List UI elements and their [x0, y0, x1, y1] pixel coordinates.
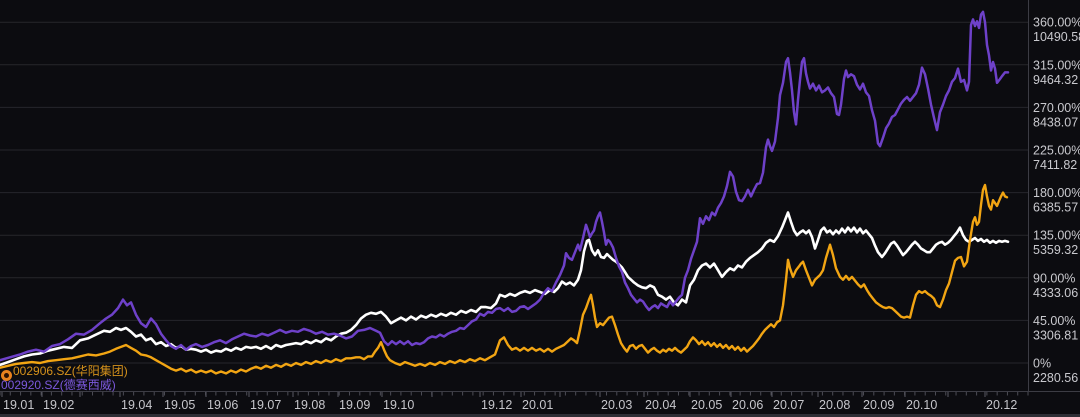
right-axis-percent-label: 180.00% — [1033, 186, 1080, 200]
legend-item-002906-huayang[interactable]: 002906.SZ(华阳集团) — [13, 364, 128, 378]
x-axis-month-label: 19.01 — [3, 398, 34, 412]
x-axis-month-label: 20.03 — [601, 398, 632, 412]
right-axis-percent-label: 0% — [1033, 357, 1051, 371]
series-line-002906-sz-foryou[interactable] — [0, 183, 1009, 375]
x-axis-month-label: 20.10 — [906, 398, 937, 412]
right-axis-value-label: 4333.06 — [1033, 286, 1078, 300]
legend-item-002920-desay[interactable]: 002920.SZ(德赛西威) — [1, 378, 116, 392]
window-bottom-edge — [0, 414, 1080, 417]
x-axis-month-label: 20.07 — [773, 398, 804, 412]
x-axis-month-label: 20.09 — [863, 398, 894, 412]
x-axis-month-label: 20.01 — [522, 398, 553, 412]
right-axis-percent-label: 225.00% — [1033, 144, 1080, 158]
x-axis-month-label: 19.04 — [121, 398, 152, 412]
x-axis-month-label: 19.02 — [43, 398, 74, 412]
right-axis-value-label: 5359.32 — [1033, 243, 1078, 257]
right-axis-percent-label: 45.00% — [1033, 314, 1075, 328]
x-axis-month-label: 20.12 — [986, 398, 1017, 412]
series-marker-dot — [1, 370, 12, 381]
x-axis-month-label: 19.10 — [383, 398, 414, 412]
series-line-002920-sz-desay-sv[interactable] — [0, 10, 1010, 362]
right-axis-value-label: 8438.07 — [1033, 115, 1078, 129]
right-axis-value-label: 2280.56 — [1033, 371, 1078, 385]
right-axis-value-label: 6385.57 — [1033, 201, 1078, 215]
right-axis-percent-label: 270.00% — [1033, 101, 1080, 115]
x-axis-month-label: 19.08 — [294, 398, 325, 412]
x-axis-month-label: 19.09 — [339, 398, 370, 412]
right-axis-value-label: 3306.81 — [1033, 328, 1078, 342]
right-axis-percent-label: 90.00% — [1033, 271, 1075, 285]
x-axis-month-label: 20.04 — [645, 398, 676, 412]
right-axis-value-label: 9464.32 — [1033, 73, 1078, 87]
right-axis-percent-label: 315.00% — [1033, 58, 1080, 72]
chart-legend: 002906.SZ(华阳集团) 002920.SZ(德赛西威) — [0, 362, 260, 398]
x-axis-month-label: 20.06 — [732, 398, 763, 412]
right-axis-percent-label: 360.00% — [1033, 16, 1080, 30]
x-axis-month-label: 20.08 — [819, 398, 850, 412]
right-axis-percent-label: 135.00% — [1033, 229, 1080, 243]
right-axis-value-label: 10490.58 — [1033, 30, 1080, 44]
x-axis-month-label: 19.07 — [250, 398, 281, 412]
x-axis-month-label: 19.12 — [481, 398, 512, 412]
x-axis-month-label: 19.05 — [164, 398, 195, 412]
x-axis-month-label: 20.05 — [691, 398, 722, 412]
x-axis-month-label: 19.06 — [207, 398, 238, 412]
series-line-white-line[interactable] — [0, 211, 1010, 367]
right-axis-value-label: 7411.82 — [1033, 158, 1077, 172]
